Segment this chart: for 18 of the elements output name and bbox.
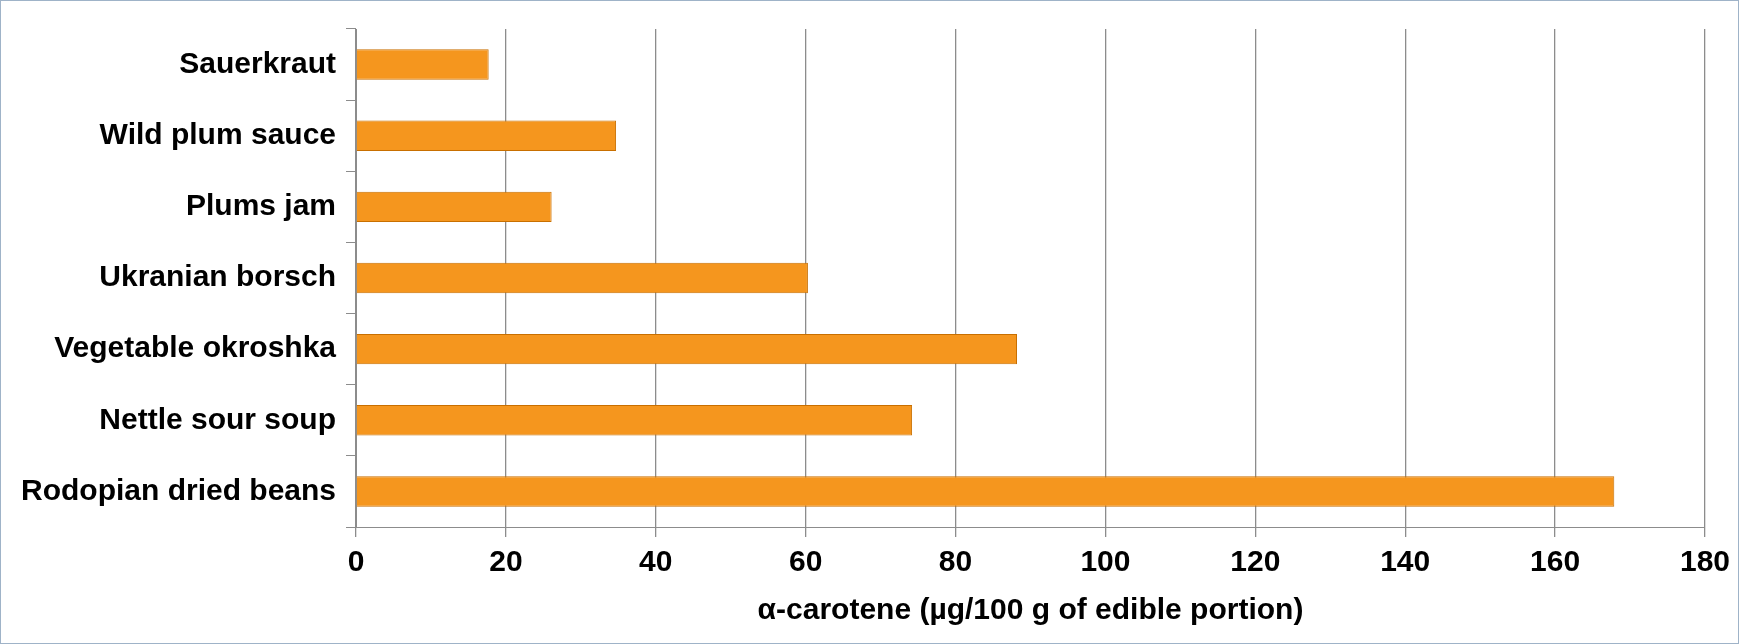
y-tick-label: Wild plum sauce — [99, 116, 337, 150]
x-tick-label: 100 — [1080, 544, 1131, 578]
y-tick-label: Plums jam — [185, 188, 337, 222]
x-tick-label: 80 — [938, 544, 973, 578]
x-axis-title: α-carotene (µg/100 g of edible portion) — [757, 592, 1304, 626]
y-tick-label: Sauerkraut — [179, 45, 337, 79]
x-tick-label: 120 — [1230, 544, 1281, 578]
x-tick-label: 140 — [1380, 544, 1431, 578]
y-tick-label: Nettle sour soup — [99, 401, 337, 435]
y-tick-label: Ukranian borsch — [99, 259, 337, 293]
x-tick-label: 0 — [347, 544, 365, 578]
y-tick-label: Vegetable okroshka — [54, 330, 337, 364]
x-tick-label: 180 — [1679, 544, 1730, 578]
x-tick-label: 20 — [489, 544, 523, 578]
x-tick-label: 40 — [639, 544, 673, 578]
x-tick-label: 160 — [1530, 544, 1581, 578]
x-tick-label: 60 — [788, 544, 823, 578]
y-tick-label: Rodopian dried beans — [21, 472, 337, 506]
